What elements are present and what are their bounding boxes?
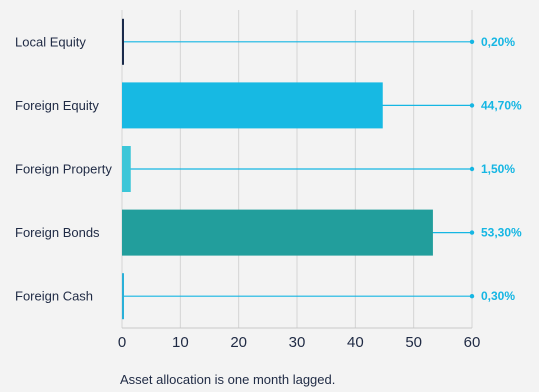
value-label-4: 0,30% <box>481 289 515 303</box>
category-label-1: Foreign Equity <box>15 98 99 113</box>
x-tick-label-1: 10 <box>172 334 189 351</box>
x-tick-label-5: 50 <box>405 334 422 351</box>
x-tick-label-6: 60 <box>464 334 481 351</box>
leader-dot-2 <box>469 166 475 172</box>
x-tick-label-2: 20 <box>230 334 247 351</box>
leader-dot-4 <box>469 294 475 299</box>
bar-2 <box>122 146 131 192</box>
leader-dot-0 <box>469 39 475 44</box>
bar-1 <box>122 82 383 129</box>
value-label-0: 0,20% <box>481 35 515 49</box>
bar-4 <box>122 273 124 320</box>
leader-dot-3 <box>469 230 475 235</box>
value-label-1: 44,70% <box>481 98 522 112</box>
bar-3 <box>122 209 433 256</box>
x-tick-label-0: 0 <box>118 334 126 351</box>
value-label-3: 53,30% <box>481 226 522 240</box>
x-tick-label-3: 30 <box>289 334 306 351</box>
leader-dot-1 <box>469 103 475 108</box>
category-label-4: Foreign Cash <box>15 289 93 304</box>
bar-0 <box>122 18 124 65</box>
category-label-0: Local Equity <box>15 34 86 49</box>
footnote: Asset allocation is one month lagged. <box>120 372 336 387</box>
category-label-3: Foreign Bonds <box>15 225 100 240</box>
x-tick-label-4: 40 <box>347 334 364 351</box>
value-label-2: 1,50% <box>481 162 515 176</box>
category-label-2: Foreign Property <box>15 162 112 177</box>
